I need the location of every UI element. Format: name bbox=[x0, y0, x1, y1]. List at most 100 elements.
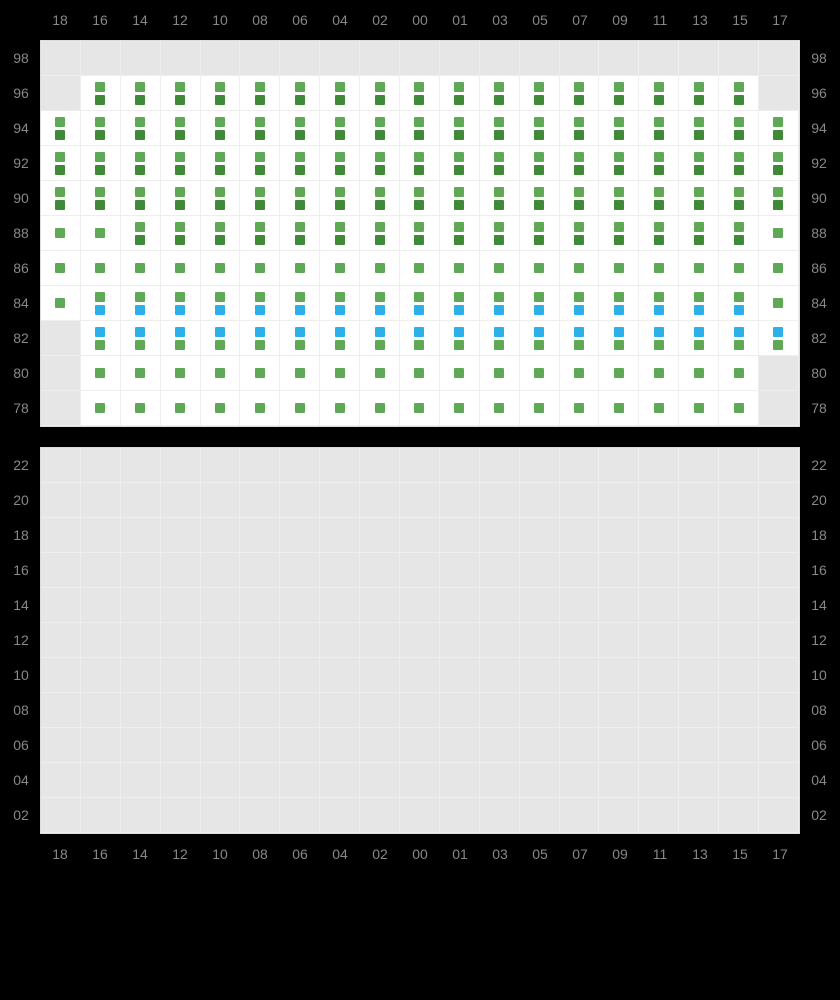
grid-cell bbox=[121, 286, 161, 321]
grid-row: 2222 bbox=[41, 448, 799, 483]
grid-cell bbox=[360, 391, 400, 426]
grid-cell bbox=[201, 111, 241, 146]
marker-darkgreen bbox=[654, 95, 664, 105]
grid-cell bbox=[41, 146, 81, 181]
grid-cell bbox=[360, 623, 400, 658]
marker-green bbox=[734, 292, 744, 302]
col-label: 16 bbox=[80, 12, 120, 28]
grid-cell bbox=[599, 763, 639, 798]
grid-cell bbox=[161, 658, 201, 693]
marker-blue bbox=[574, 305, 584, 315]
grid-cell bbox=[560, 483, 600, 518]
marker-darkgreen bbox=[255, 130, 265, 140]
marker-green bbox=[335, 292, 345, 302]
grid-cell bbox=[161, 251, 201, 286]
grid-cell bbox=[480, 658, 520, 693]
grid-cell bbox=[280, 251, 320, 286]
grid-cell bbox=[280, 181, 320, 216]
marker-green bbox=[215, 117, 225, 127]
grid-cell bbox=[81, 658, 121, 693]
marker-darkgreen bbox=[494, 165, 504, 175]
marker-green bbox=[494, 292, 504, 302]
grid-cell bbox=[161, 321, 201, 356]
marker-green bbox=[414, 187, 424, 197]
marker-green bbox=[135, 187, 145, 197]
grid-cell bbox=[759, 658, 799, 693]
marker-blue bbox=[215, 305, 225, 315]
marker-darkgreen bbox=[295, 95, 305, 105]
marker-darkgreen bbox=[454, 200, 464, 210]
grid-cell bbox=[41, 483, 81, 518]
grid-cell bbox=[520, 356, 560, 391]
col-label: 03 bbox=[480, 12, 520, 28]
marker-green bbox=[95, 152, 105, 162]
grid-cell bbox=[440, 798, 480, 833]
grid-cell bbox=[41, 693, 81, 728]
grid-cell bbox=[280, 553, 320, 588]
marker-blue bbox=[734, 305, 744, 315]
grid-cell bbox=[639, 728, 679, 763]
row-label: 84 bbox=[804, 286, 834, 321]
grid-cell bbox=[599, 391, 639, 426]
marker-green bbox=[335, 368, 345, 378]
marker-green bbox=[574, 263, 584, 273]
grid-cell bbox=[520, 623, 560, 658]
grid-cell bbox=[360, 448, 400, 483]
marker-green bbox=[295, 340, 305, 350]
marker-darkgreen bbox=[95, 130, 105, 140]
grid-cell bbox=[161, 763, 201, 798]
grid-cell bbox=[161, 798, 201, 833]
grid-cell bbox=[121, 693, 161, 728]
col-label: 17 bbox=[760, 12, 800, 28]
grid-cell bbox=[41, 391, 81, 426]
grid-cell bbox=[480, 41, 520, 76]
marker-green bbox=[773, 340, 783, 350]
grid-cell bbox=[599, 798, 639, 833]
grid-cell bbox=[759, 483, 799, 518]
grid-cell bbox=[121, 588, 161, 623]
grid-cell bbox=[41, 623, 81, 658]
grid-cell bbox=[759, 763, 799, 798]
marker-green bbox=[215, 340, 225, 350]
marker-green bbox=[694, 340, 704, 350]
grid-cell bbox=[759, 111, 799, 146]
row-label: 84 bbox=[6, 286, 36, 321]
marker-blue bbox=[335, 327, 345, 337]
row-label: 92 bbox=[804, 146, 834, 181]
grid-cell bbox=[679, 588, 719, 623]
grid-cell bbox=[639, 356, 679, 391]
grid-cell bbox=[240, 658, 280, 693]
marker-green bbox=[335, 187, 345, 197]
grid-cell bbox=[679, 146, 719, 181]
marker-green bbox=[654, 152, 664, 162]
grid-cell bbox=[320, 588, 360, 623]
marker-green bbox=[255, 340, 265, 350]
marker-blue bbox=[255, 327, 265, 337]
grid-cell bbox=[41, 518, 81, 553]
grid-cell bbox=[320, 798, 360, 833]
grid-cell bbox=[480, 483, 520, 518]
marker-darkgreen bbox=[534, 165, 544, 175]
marker-blue bbox=[215, 327, 225, 337]
marker-green bbox=[773, 298, 783, 308]
marker-green bbox=[494, 403, 504, 413]
col-label: 05 bbox=[520, 12, 560, 28]
marker-green bbox=[335, 152, 345, 162]
marker-darkgreen bbox=[375, 130, 385, 140]
marker-green bbox=[375, 263, 385, 273]
grid-cell bbox=[440, 728, 480, 763]
grid-cell bbox=[719, 658, 759, 693]
grid-cell bbox=[41, 286, 81, 321]
grid-cell bbox=[161, 448, 201, 483]
row-label: 82 bbox=[6, 321, 36, 356]
grid-cell bbox=[679, 658, 719, 693]
row-label: 14 bbox=[804, 588, 834, 623]
grid-cell bbox=[201, 391, 241, 426]
grid-row: 1818 bbox=[41, 518, 799, 553]
grid-cell bbox=[121, 76, 161, 111]
grid-cell bbox=[360, 588, 400, 623]
grid-cell bbox=[560, 111, 600, 146]
grid-cell bbox=[280, 146, 320, 181]
grid-cell bbox=[121, 391, 161, 426]
grid-row: 0404 bbox=[41, 763, 799, 798]
